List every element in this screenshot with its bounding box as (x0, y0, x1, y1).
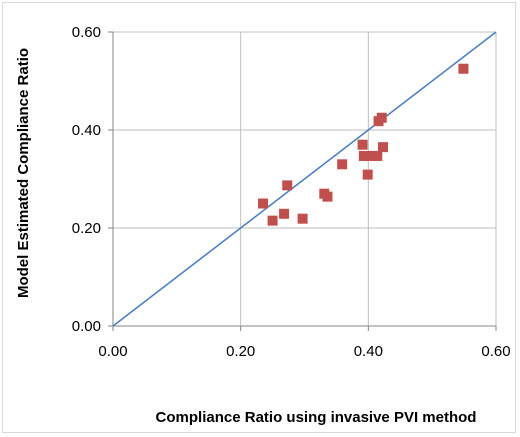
scatter-point (378, 142, 389, 153)
scatter-point (267, 215, 278, 226)
tick-labels: 0.00 0.20 0.40 0.60 0.00 0.20 0.40 0.60 (72, 24, 511, 360)
scatter-point (297, 213, 308, 224)
x-tick-label: 0.00 (98, 343, 127, 360)
scatter-point (258, 198, 269, 209)
scatter-point (376, 112, 387, 123)
scatter-point (372, 150, 383, 161)
identity-line-layer (112, 31, 497, 327)
scatter-point (282, 180, 293, 191)
chart-frame: 0.00 0.20 0.40 0.60 0.00 0.20 0.40 0.60 Complia… (2, 2, 516, 433)
scatter-point (458, 63, 469, 74)
y-axis-title: Model Estimated Compliance Ratio (15, 48, 32, 298)
y-tick-label: 0.00 (72, 318, 101, 335)
scatter-point (337, 159, 348, 170)
scatter-point (358, 150, 369, 161)
scatter-chart: 0.00 0.20 0.40 0.60 0.00 0.20 0.40 0.60 Complia… (15, 24, 511, 426)
scatter-point (279, 208, 290, 219)
data-points (258, 63, 469, 226)
scatter-point (357, 139, 368, 150)
x-tick-label: 0.40 (354, 343, 383, 360)
identity-line (112, 31, 497, 327)
y-tick-label: 0.20 (72, 220, 101, 237)
scatter-point (365, 150, 376, 161)
scatter-point (362, 169, 373, 180)
scatter-point (322, 191, 333, 202)
axes (108, 31, 497, 331)
y-tick-label: 0.40 (72, 122, 101, 139)
x-tick-label: 0.60 (481, 343, 510, 360)
x-axis-title: Compliance Ratio using invasive PVI meth… (156, 409, 477, 426)
x-tick-label: 0.20 (226, 343, 255, 360)
y-tick-label: 0.60 (72, 24, 101, 41)
